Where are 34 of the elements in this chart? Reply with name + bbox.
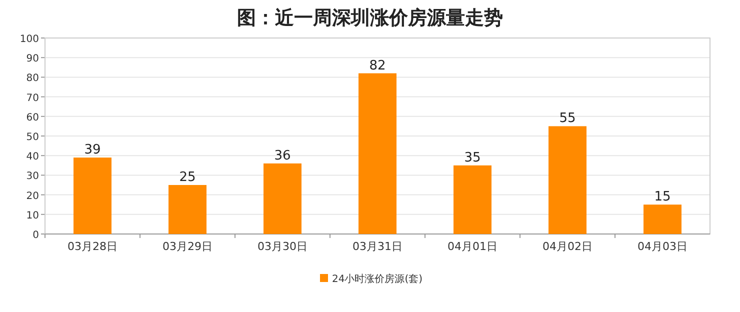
x-tick-label: 03月30日 (258, 240, 308, 253)
data-label: 82 (369, 58, 386, 74)
y-tick-label: 70 (26, 92, 39, 104)
y-tick-label: 60 (26, 112, 39, 124)
bar (548, 126, 586, 234)
legend-label: 24小时涨价房源(套) (332, 273, 423, 285)
x-tick-label: 03月28日 (68, 240, 118, 253)
x-tick-label: 03月29日 (162, 240, 212, 253)
bar (74, 158, 112, 234)
bar (168, 185, 206, 234)
bar (264, 163, 302, 234)
y-tick-label: 100 (20, 34, 39, 45)
data-label: 36 (274, 148, 291, 164)
y-tick-label: 90 (26, 54, 39, 65)
y-tick-label: 80 (26, 73, 39, 84)
x-tick-label: 04月02日 (542, 240, 592, 253)
bar (644, 204, 682, 234)
bar (454, 165, 492, 234)
x-tick-label: 04月03日 (638, 240, 688, 253)
data-label: 55 (559, 111, 576, 126)
chart-title: 图：近一周深圳涨价房源量走势 (237, 7, 503, 29)
y-tick-label: 40 (26, 152, 39, 163)
data-label: 35 (464, 150, 481, 166)
bar (358, 73, 396, 234)
data-label: 15 (654, 190, 671, 205)
y-tick-label: 20 (26, 190, 39, 202)
x-tick-label: 04月01日 (448, 240, 498, 253)
data-label: 25 (179, 170, 196, 185)
x-tick-label: 03月31日 (352, 240, 402, 253)
y-tick-label: 10 (26, 210, 39, 222)
data-label: 39 (84, 142, 101, 158)
y-tick-label: 50 (26, 132, 39, 143)
y-tick-label: 0 (32, 230, 39, 241)
y-tick-label: 30 (26, 171, 39, 182)
